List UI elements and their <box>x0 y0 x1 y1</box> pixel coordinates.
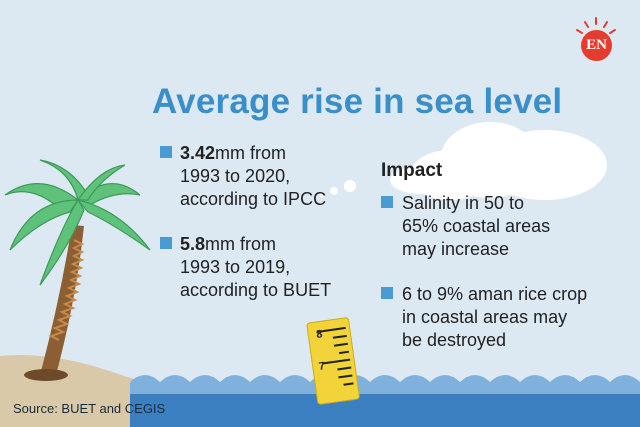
water-surface <box>130 375 640 394</box>
stat-buet: 5.8mm from 1993 to 2019, according to BU… <box>180 233 331 302</box>
logo-rays <box>576 17 616 34</box>
palm-trunk <box>40 225 84 375</box>
source-note: Source: BUET and CEGIS <box>13 401 166 416</box>
impact-salinity: Salinity in 50 to 65% coastal areas may … <box>402 192 550 261</box>
page-title: Average rise in sea level <box>152 82 563 121</box>
brand-logo: EN <box>581 30 612 61</box>
impact-line: in coastal areas may <box>402 307 568 327</box>
stat-unit: mm from <box>215 143 287 163</box>
water <box>130 385 640 427</box>
stat-line: 1993 to 2019, <box>180 257 291 277</box>
palm-base <box>24 369 68 381</box>
impact-line: 6 to 9% aman rice crop <box>402 284 588 304</box>
cloud <box>319 122 607 200</box>
stat-line: 1993 to 2020, <box>180 166 291 186</box>
impact-line: 65% coastal areas <box>402 216 551 236</box>
impact-line: be destroyed <box>402 330 507 350</box>
bullet-square <box>381 287 393 299</box>
sea-level-gauge: 8 7 <box>306 317 360 405</box>
stat-value: 5.8 <box>180 234 206 254</box>
gauge-label-7: 7 <box>318 360 326 373</box>
bullet-square <box>160 146 172 158</box>
impact-line: Salinity in 50 to <box>402 193 525 213</box>
gauge-label-8: 8 <box>316 328 324 341</box>
impact-heading: Impact <box>381 160 443 181</box>
stat-line: according to IPCC <box>180 189 327 209</box>
stat-unit: mm from <box>205 234 277 254</box>
stat-value: 3.42 <box>180 143 216 163</box>
impact-rice: 6 to 9% aman rice crop in coastal areas … <box>402 283 587 352</box>
stat-ipcc: 3.42mm from 1993 to 2020, according to I… <box>180 142 326 211</box>
palm-leaves <box>4 159 151 286</box>
stat-line: according to BUET <box>180 280 332 300</box>
impact-line: may increase <box>402 239 510 259</box>
bullet-square <box>160 237 172 249</box>
bullet-square <box>381 196 393 208</box>
trunk-pattern <box>48 239 85 341</box>
